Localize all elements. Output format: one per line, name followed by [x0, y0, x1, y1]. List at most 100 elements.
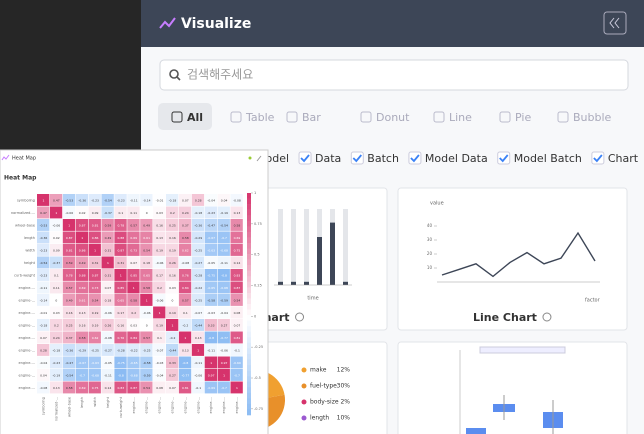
- cell-label: -0.06: [156, 261, 164, 265]
- tab[interactable]: All: [187, 111, 203, 124]
- heat-cell: [114, 331, 127, 344]
- cell-label: -0.77: [181, 373, 189, 377]
- checkbox[interactable]: [350, 151, 364, 165]
- heat-cell: [49, 306, 63, 319]
- heat-cell: [37, 306, 50, 319]
- cell-label: -0.58: [207, 298, 215, 302]
- value-label: 10%: [337, 415, 351, 422]
- line: [441, 231, 596, 278]
- heat-cell: [204, 194, 217, 206]
- heat-cell: [75, 269, 88, 281]
- bar: [317, 237, 322, 285]
- search-box[interactable]: [159, 59, 629, 91]
- cell-label: 0: [55, 298, 57, 302]
- cell-label: 0.16: [118, 323, 125, 327]
- heat-cell: [204, 344, 217, 356]
- heat-cell: [114, 206, 127, 219]
- status-dot: [248, 156, 252, 160]
- cell-label: -0.25: [194, 298, 202, 302]
- heat-cell: [166, 344, 179, 356]
- heat-cell: [217, 344, 230, 356]
- tab[interactable]: Bubble: [573, 111, 612, 124]
- cell-label: 0.59: [105, 223, 112, 227]
- cell-label: -0.23: [91, 198, 99, 202]
- cell-label: 0.75: [234, 248, 241, 252]
- cell-label: -0.06: [220, 348, 228, 352]
- tab[interactable]: Bar: [302, 111, 321, 124]
- card-label: Line Chart: [473, 311, 537, 324]
- heat-cell: [114, 381, 127, 394]
- edit-icon[interactable]: [256, 155, 262, 162]
- heat-cell: [88, 244, 101, 256]
- cell-label: 1: [94, 248, 96, 252]
- colorbar-label: -0.25: [254, 345, 263, 349]
- cell-label: 0.65: [143, 273, 150, 277]
- cell-label: -0.27: [104, 348, 112, 352]
- heatmap-title: Heat Map: [4, 175, 37, 182]
- card[interactable]: [397, 187, 628, 331]
- colorbar-segment: [247, 270, 251, 277]
- cell-label: -0.8: [208, 336, 214, 340]
- heat-cell: [230, 244, 243, 256]
- cell-label: -0.23: [207, 211, 215, 215]
- logo: [159, 17, 176, 29]
- col-label: width: [93, 397, 97, 407]
- col-label: engine-...: [222, 397, 226, 414]
- cell-label: 0: [146, 323, 148, 327]
- heat-cell: [140, 331, 153, 344]
- tab[interactable]: Pie: [515, 111, 531, 124]
- heat-cell: [127, 331, 140, 344]
- heat-cell: [191, 356, 205, 369]
- cell-label: 0.28: [195, 198, 202, 202]
- cell-label: -0.1: [234, 348, 240, 352]
- heat-cell: [191, 369, 205, 381]
- cell-label: -0.06: [52, 223, 60, 227]
- cell-label: 0.87: [130, 386, 137, 390]
- collapse-button[interactable]: [603, 11, 627, 35]
- tab-icon: [433, 111, 445, 123]
- checkbox[interactable]: [408, 151, 422, 165]
- heat-cell: [140, 219, 153, 231]
- cell-label: -0.06: [194, 373, 202, 377]
- tab-icon: [230, 111, 242, 123]
- tab-icon: [171, 111, 183, 123]
- card[interactable]: [397, 341, 628, 434]
- heat-cell: [88, 356, 101, 369]
- row-label: symboling: [17, 198, 35, 202]
- heat-cell: [166, 194, 179, 206]
- cell-label: -0.8: [182, 361, 188, 365]
- cell-label: 0.65: [118, 298, 125, 302]
- heat-cell: [37, 269, 50, 281]
- legend-dot: [301, 367, 307, 373]
- tab-icon: [499, 111, 511, 123]
- cell-label: 0.25: [66, 323, 73, 327]
- cell-label: 0.31: [105, 248, 112, 252]
- heat-cell: [178, 306, 192, 319]
- cell-label: 1: [159, 311, 161, 315]
- cell-label: -0.54: [65, 373, 73, 377]
- cell-label: 0.03: [169, 286, 176, 290]
- checkbox[interactable]: [497, 151, 511, 165]
- filter-label: Model Batch: [514, 152, 582, 165]
- colorbar-segment: [247, 304, 251, 310]
- heat-cell: [230, 356, 243, 369]
- tab[interactable]: Line: [449, 111, 472, 124]
- cell-label: 0.19: [169, 311, 176, 315]
- checkbox[interactable]: [298, 151, 312, 165]
- tab[interactable]: Donut: [376, 111, 410, 124]
- search-icon: [169, 69, 179, 79]
- tab[interactable]: Table: [245, 111, 275, 124]
- heat-cell: [230, 256, 243, 269]
- row-label: curb-weight: [14, 273, 35, 277]
- colorbar-label: 0: [254, 314, 256, 318]
- cell-label: -0.68: [220, 248, 228, 252]
- heat-cell: [88, 281, 101, 294]
- checkbox[interactable]: [591, 151, 605, 165]
- col-label: curb-weight: [119, 396, 123, 417]
- cell-label: -0.7: [79, 373, 85, 377]
- heat-cell: [166, 356, 179, 369]
- heat-cell: [153, 331, 166, 344]
- cell-label: -0.77: [220, 336, 228, 340]
- cell-label: -0.54: [40, 261, 48, 265]
